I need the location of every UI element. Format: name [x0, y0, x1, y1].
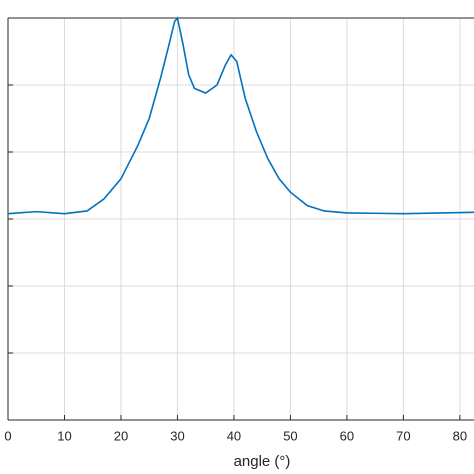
x-tick-label: 0 — [4, 428, 11, 443]
x-tick-label: 30 — [170, 428, 184, 443]
x-tick-label: 50 — [283, 428, 297, 443]
x-tick-label: 10 — [57, 428, 71, 443]
x-tick-label: 80 — [453, 428, 467, 443]
x-tick-label: 60 — [340, 428, 354, 443]
x-axis-label: angle (°) — [234, 453, 291, 470]
x-tick-label: 40 — [227, 428, 241, 443]
data-line — [7, 16, 474, 215]
x-tick-label: 20 — [114, 428, 128, 443]
x-tick-label: 70 — [396, 428, 410, 443]
